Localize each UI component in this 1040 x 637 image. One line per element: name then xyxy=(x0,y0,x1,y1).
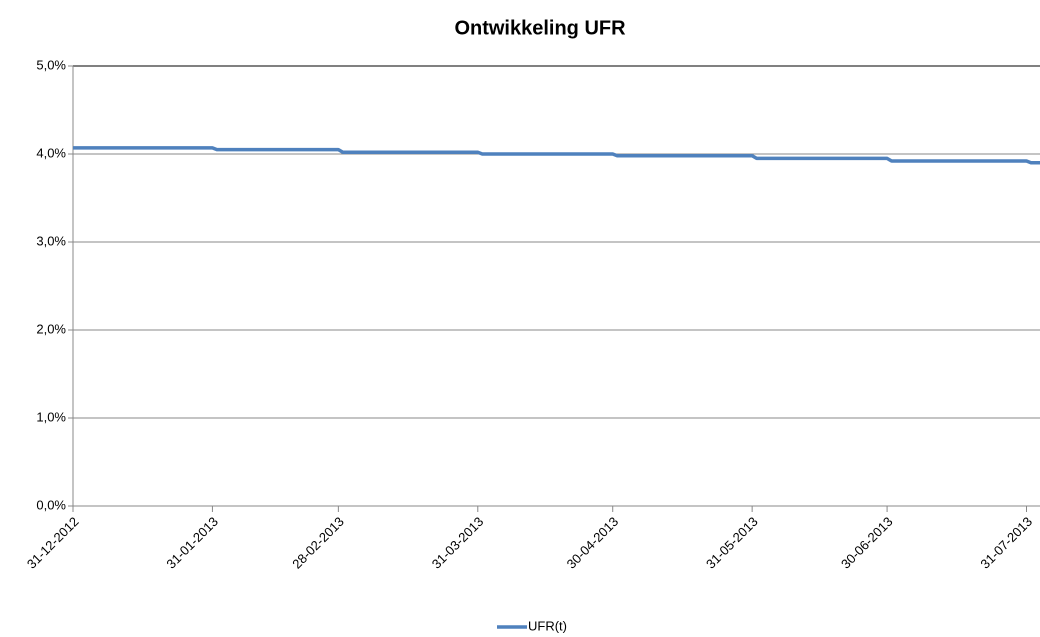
x-tick-label: 30-04-2013 xyxy=(564,514,622,572)
y-tick-label: 5,0% xyxy=(36,57,66,72)
x-tick-label: 30-06-2013 xyxy=(838,514,896,572)
x-tick-label: 28-02-2013 xyxy=(289,514,347,572)
y-tick-label: 0,0% xyxy=(36,497,66,512)
y-tick-label: 2,0% xyxy=(36,321,66,336)
legend-label: UFR(t) xyxy=(528,618,567,633)
y-tick-label: 3,0% xyxy=(36,233,66,248)
x-tick-label: 31-12-2012 xyxy=(24,514,82,572)
x-tick-label: 31-03-2013 xyxy=(429,514,487,572)
x-tick-label: 31-01-2013 xyxy=(163,514,221,572)
chart-title: Ontwikkeling UFR xyxy=(454,17,626,39)
y-tick-label: 4,0% xyxy=(36,145,66,160)
line-series xyxy=(73,146,1040,165)
x-tick-label: 31-05-2013 xyxy=(703,514,761,572)
y-tick-label: 1,0% xyxy=(36,409,66,424)
x-tick-label: 31-07-2013 xyxy=(977,514,1035,572)
